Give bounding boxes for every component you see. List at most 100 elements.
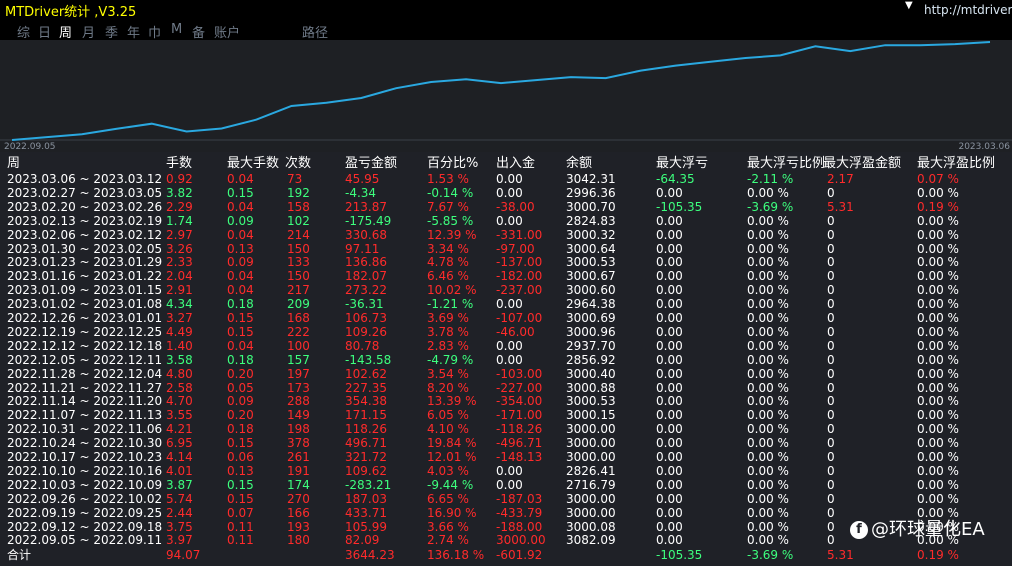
cell-period: 2023.02.06 ~ 2023.02.12 — [7, 227, 163, 242]
table-row[interactable]: 2023.02.20 ~ 2023.02.26 2.29 0.04 158 213.87… — [0, 199, 1012, 214]
table-row[interactable]: 2023.02.06 ~ 2023.02.12 2.97 0.04 214 330.68… — [0, 227, 1012, 242]
header-period[interactable]: 周 — [7, 156, 21, 171]
cell-max-float-loss-pct: 0.00 % — [747, 436, 789, 451]
table-row[interactable]: 2023.02.13 ~ 2023.02.19 1.74 0.09 102 -175.4… — [0, 213, 1012, 228]
tab-3[interactable]: 月 — [82, 26, 96, 41]
cell-percent: 4.78 % — [427, 255, 469, 270]
header-lots[interactable]: 手数 — [166, 156, 193, 171]
table-row[interactable]: 2022.10.03 ~ 2022.10.09 3.87 0.15 174 -283.2… — [0, 477, 1012, 492]
cell-max-float-profit-pct: 0.00 % — [917, 394, 959, 409]
table-row[interactable]: 2023.02.27 ~ 2023.03.05 3.82 0.15 192 -4.34 -… — [0, 186, 1012, 200]
table-row[interactable]: 2022.11.07 ~ 2022.11.13 3.55 0.20 149 171.15… — [0, 409, 1012, 422]
table-row[interactable]: 2022.12.19 ~ 2022.12.25 4.49 0.15 222 109.26… — [0, 324, 1012, 339]
table-row[interactable]: 2022.11.28 ~ 2022.12.04 4.80 0.20 197 102.62… — [0, 366, 1012, 381]
cell-max-float-profit-pct: 0.00 % — [917, 324, 959, 339]
cell-max-lots: 0.15 — [227, 311, 254, 325]
table-row[interactable]: 2022.09.12 ~ 2022.09.18 3.75 0.11 193 105.99… — [0, 519, 1012, 534]
table-row[interactable]: 2023.01.09 ~ 2023.01.15 2.91 0.04 217 273.22… — [0, 284, 1012, 297]
table-row[interactable]: 2023.01.16 ~ 2023.01.22 2.04 0.04 150 182.07… — [0, 270, 1012, 283]
cell-max-float-loss: 0.00 — [656, 311, 683, 325]
cell-lots: 3.87 — [166, 477, 193, 492]
cell-trades: 150 — [287, 241, 310, 256]
tab-7[interactable]: M — [171, 22, 183, 37]
header-percent[interactable]: 百分比% — [427, 156, 479, 171]
cell-max-float-loss-pct: 0.00 % — [747, 352, 789, 367]
cell-max-float-loss-pct: 0.00 % — [747, 505, 789, 520]
cell-percent: 4.10 % — [427, 422, 469, 437]
cell-inout: 0.00 — [496, 297, 523, 312]
table-row[interactable]: 2022.10.10 ~ 2022.10.16 4.01 0.13 191 109.62… — [0, 464, 1012, 478]
cell-lots: 3.55 — [166, 408, 193, 423]
table-row[interactable]: 2022.11.14 ~ 2022.11.20 4.70 0.09 288 354.38… — [0, 395, 1012, 408]
cell-period: 2023.01.23 ~ 2023.01.29 — [7, 255, 163, 270]
cell-inout: 0.00 — [496, 213, 523, 228]
cell-max-float-profit-pct: 0.00 % — [917, 505, 959, 520]
header-max-float-loss-pct[interactable]: 最大浮亏比例 — [747, 156, 826, 171]
header-balance[interactable]: 余额 — [566, 156, 593, 171]
total-percent: 136.18 % — [427, 548, 485, 563]
cell-max-float-profit: 0 — [827, 213, 835, 228]
cell-max-float-profit-pct: 0.00 % — [917, 450, 959, 464]
table-row[interactable]: 2022.09.26 ~ 2022.10.02 5.74 0.15 270 187.03… — [0, 492, 1012, 506]
table-row[interactable]: 2023.03.06 ~ 2023.03.12 0.92 0.04 73 45.95 1.… — [0, 173, 1012, 186]
cell-trades: 73 — [287, 172, 303, 186]
cell-max-lots: 0.18 — [227, 422, 254, 437]
tab-5[interactable]: 年 — [127, 26, 141, 41]
cell-lots: 4.80 — [166, 366, 193, 381]
table-row[interactable]: 2023.01.02 ~ 2023.01.08 4.34 0.18 209 -36.31… — [0, 298, 1012, 311]
cell-balance: 3000.00 — [566, 422, 616, 437]
cell-percent: -5.85 % — [427, 213, 474, 228]
website-link[interactable]: http://mtdriver.c — [924, 3, 1012, 17]
cell-max-float-profit: 0 — [827, 422, 835, 437]
header-max-float-profit[interactable]: 最大浮盈金额 — [823, 156, 902, 171]
cell-percent: 13.39 % — [427, 394, 477, 409]
tab-0[interactable]: 综 — [17, 26, 31, 41]
cell-max-lots: 0.15 — [227, 436, 254, 451]
table-row[interactable]: 2022.10.24 ~ 2022.10.30 6.95 0.15 378 496.71… — [0, 437, 1012, 450]
period-tabs: 综日周月季年巾 M 备账户 路径 — [0, 20, 1012, 41]
cell-max-float-profit: 0 — [827, 227, 835, 242]
equity-chart: 2022.09.05 2023.03.06 — [0, 40, 1012, 152]
cell-max-float-loss-pct: -2.11 % — [747, 172, 794, 186]
table-row[interactable]: 2022.09.19 ~ 2022.09.25 2.44 0.07 166 433.71… — [0, 505, 1012, 520]
header-max-float-loss[interactable]: 最大浮亏 — [656, 156, 709, 171]
cell-inout: 0.00 — [496, 477, 523, 492]
chevron-down-icon[interactable]: ▼ — [905, 0, 913, 11]
title-bar: MTDriver统计 ,V3.25 ▼ http://mtdriver.c — [0, 0, 1012, 20]
header-trades[interactable]: 次数 — [285, 156, 312, 171]
table-row[interactable]: 2023.01.30 ~ 2023.02.05 3.26 0.13 150 97.11 3… — [0, 241, 1012, 256]
tab-2[interactable]: 周 — [59, 26, 73, 41]
cell-max-float-profit: 0 — [827, 338, 835, 353]
table-row[interactable]: 2022.10.17 ~ 2022.10.23 4.14 0.06 261 321.72… — [0, 451, 1012, 464]
cell-max-float-profit: 5.31 — [827, 199, 854, 214]
cell-lots: 2.91 — [166, 283, 193, 298]
cell-max-float-loss: 0.00 — [656, 213, 683, 228]
x-tick-start: 2022.09.05 — [4, 142, 56, 152]
table-row[interactable]: 2023.01.23 ~ 2023.01.29 2.33 0.09 133 136.86… — [0, 256, 1012, 269]
cell-max-float-profit: 0 — [827, 324, 835, 339]
header-inout[interactable]: 出入金 — [496, 156, 536, 171]
cell-max-float-profit: 0 — [827, 241, 835, 256]
table-row[interactable]: 2022.10.31 ~ 2022.11.06 4.21 0.18 198 118.26… — [0, 423, 1012, 436]
table-row[interactable]: 2022.12.12 ~ 2022.12.18 1.40 0.04 100 80.78 2… — [0, 338, 1012, 353]
tab-9[interactable]: 账户 — [214, 26, 241, 41]
tab-6[interactable]: 巾 — [148, 26, 162, 41]
header-max-float-profit-pct[interactable]: 最大浮盈比例 — [917, 156, 996, 171]
cell-inout: -171.00 — [496, 408, 543, 423]
tab-10[interactable]: 路径 — [302, 26, 329, 41]
header-profit[interactable]: 盈亏金额 — [345, 156, 398, 171]
total-max-float-loss-pct: -3.69 % — [747, 548, 794, 563]
cell-max-float-profit: 0 — [827, 269, 835, 284]
table-row[interactable]: 2022.11.21 ~ 2022.11.27 2.58 0.05 173 227.35… — [0, 381, 1012, 395]
cell-percent: 3.66 % — [427, 519, 469, 534]
tab-1[interactable]: 日 — [38, 26, 52, 41]
cell-max-float-profit-pct: 0.00 % — [917, 477, 959, 492]
table-row[interactable]: 2022.12.05 ~ 2022.12.11 3.58 0.18 157 -143.5… — [0, 352, 1012, 367]
tab-8[interactable]: 备 — [192, 26, 206, 41]
header-max-lots[interactable]: 最大手数 — [227, 156, 280, 171]
table-row[interactable]: 2022.12.26 ~ 2023.01.01 3.27 0.15 168 106.73… — [0, 312, 1012, 325]
cell-balance: 3000.40 — [566, 366, 616, 381]
cell-max-float-profit: 0 — [827, 436, 835, 451]
tab-4[interactable]: 季 — [105, 26, 119, 41]
table-row[interactable]: 2022.09.05 ~ 2022.09.11 3.97 0.11 180 82.09 2… — [0, 534, 1012, 547]
